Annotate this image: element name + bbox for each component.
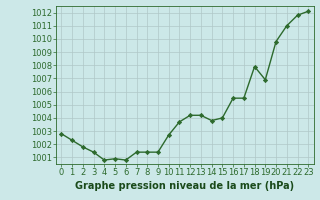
X-axis label: Graphe pression niveau de la mer (hPa): Graphe pression niveau de la mer (hPa): [75, 181, 294, 191]
